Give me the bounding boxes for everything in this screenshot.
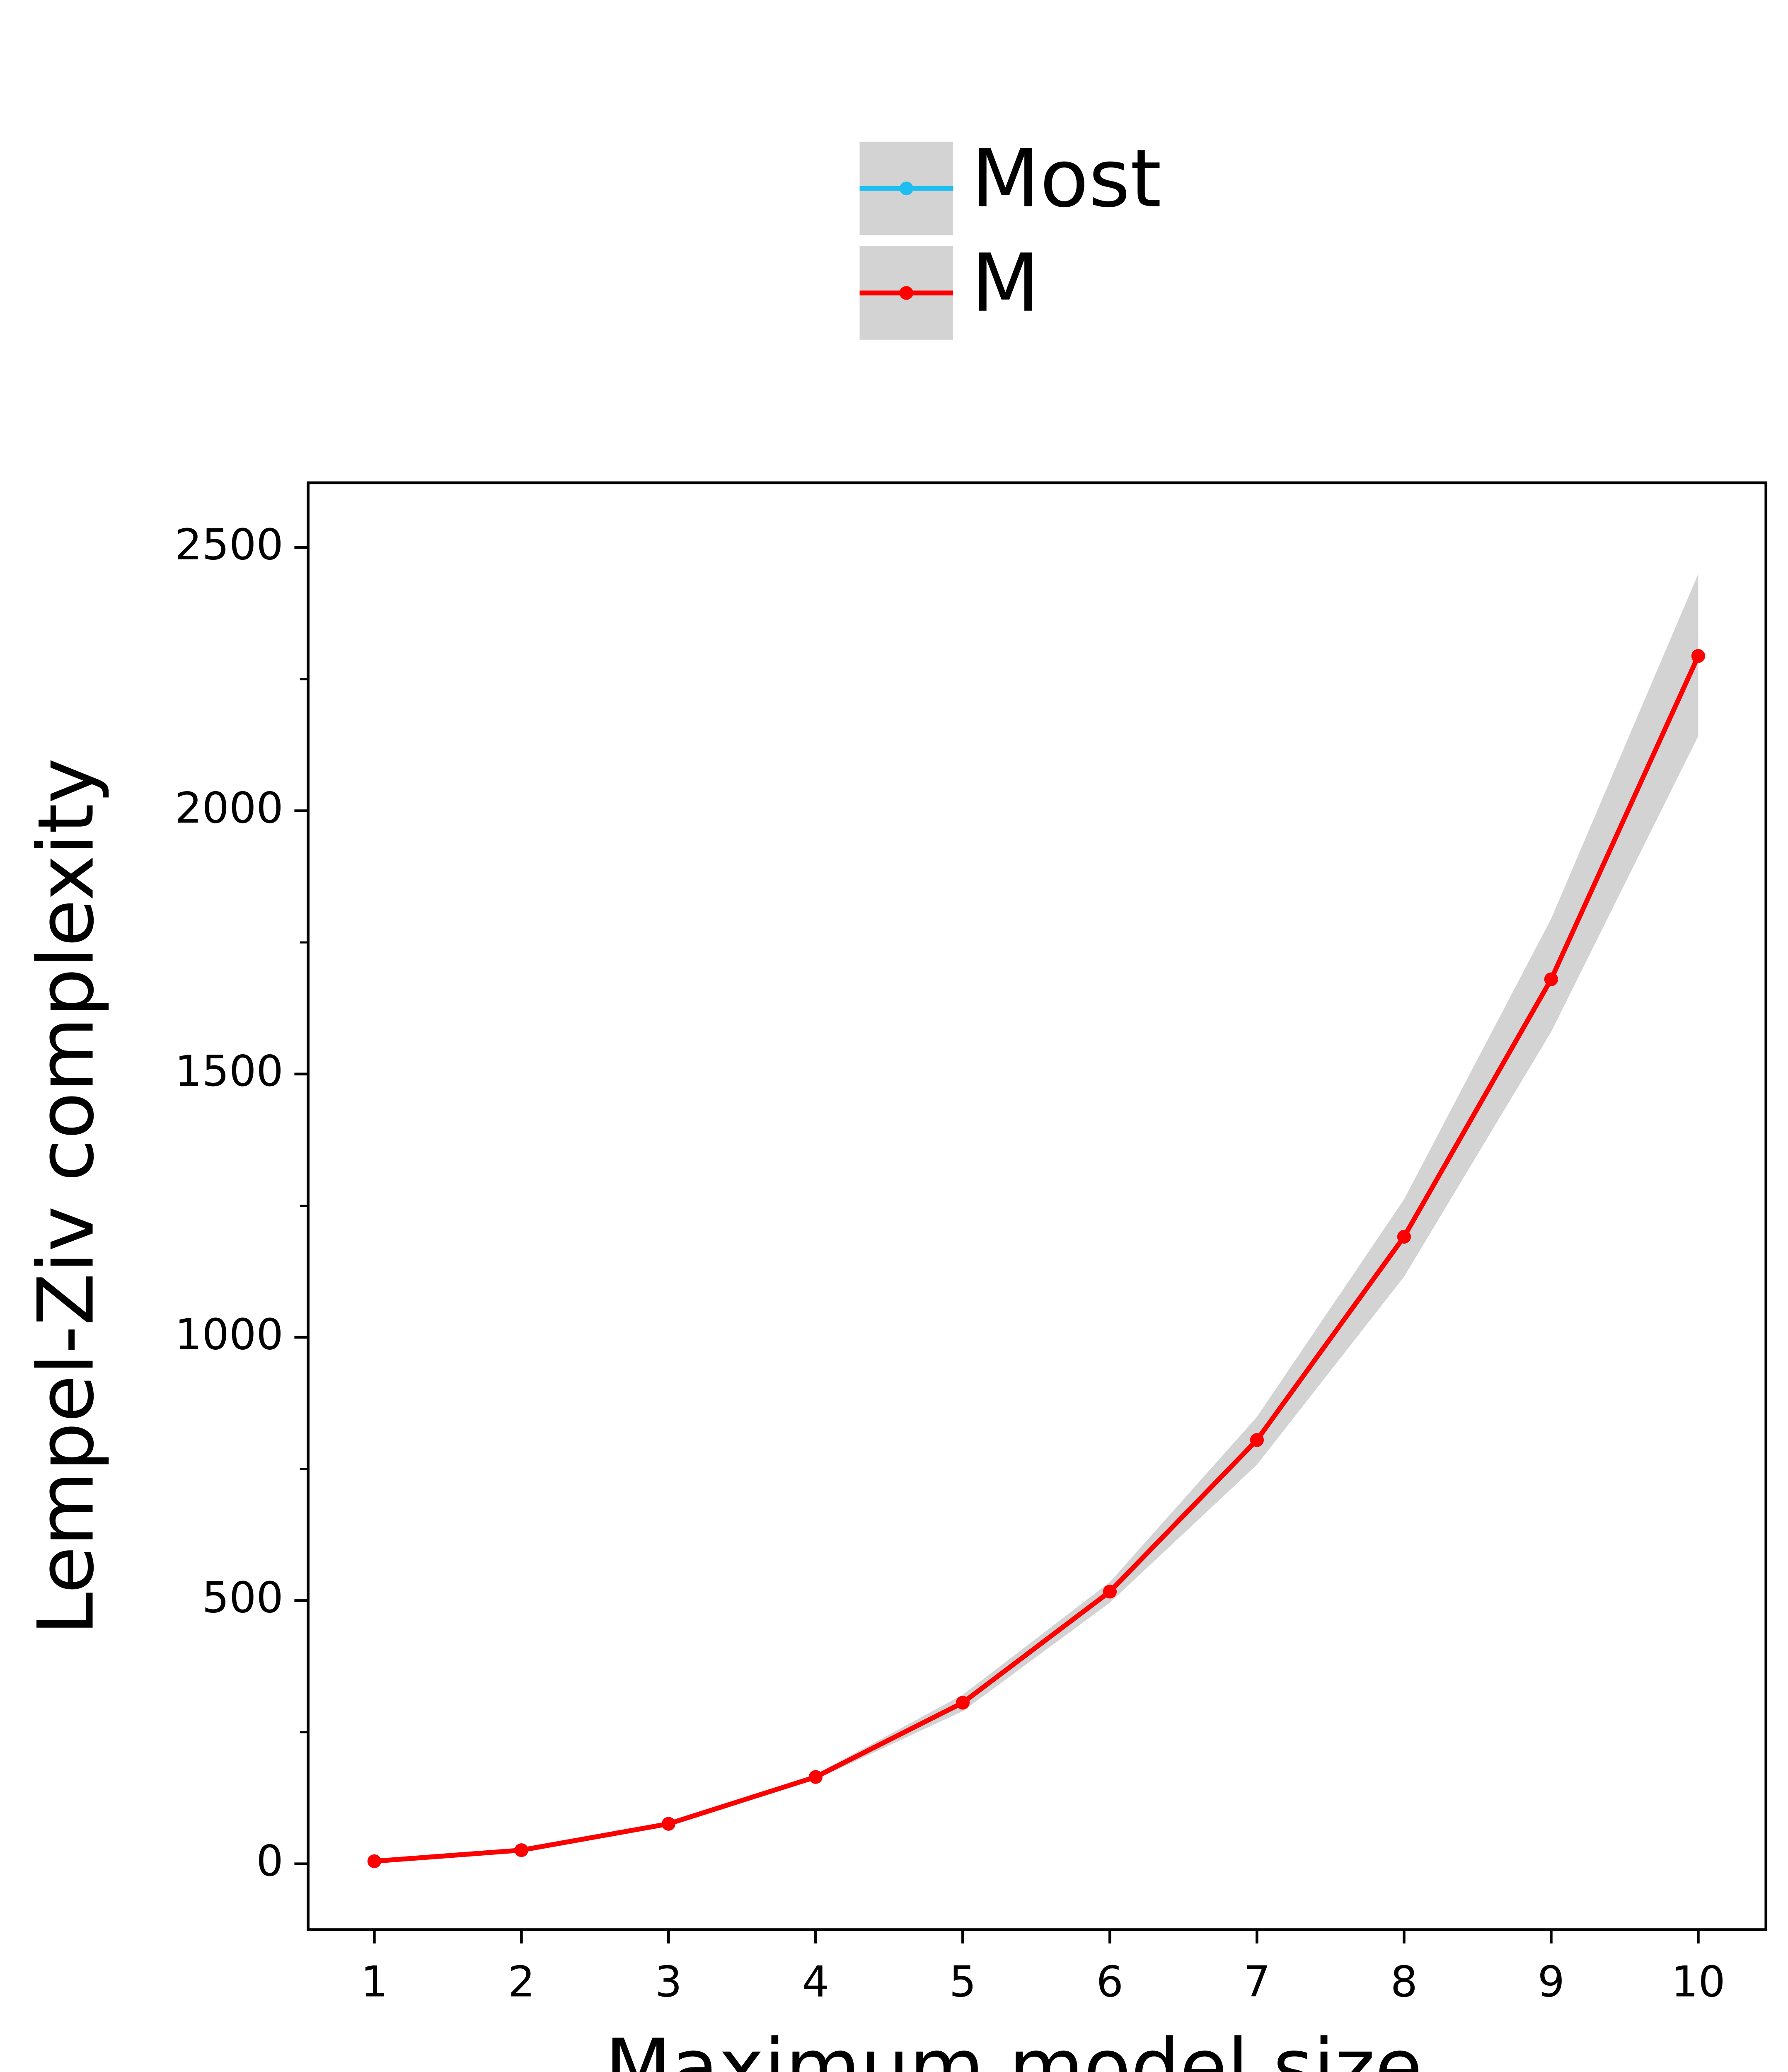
point (808, 1770, 823, 1784)
y-tick-label: 500 (202, 1573, 283, 1623)
x-tick-label: 5 (949, 1958, 976, 2007)
line (374, 655, 1701, 1864)
legend-label: Most (971, 132, 1161, 225)
line (374, 655, 1701, 1864)
y-tick-label: 1000 (175, 1310, 283, 1359)
point (956, 1696, 970, 1710)
y-tick-label: 0 (256, 1837, 283, 1886)
y-tick-label: 1500 (175, 1047, 283, 1096)
y-tick-label: 2500 (175, 520, 283, 570)
confidence-band (374, 574, 1698, 1861)
point (1691, 649, 1706, 663)
legend-marker (899, 286, 913, 300)
x-tick-label: 4 (802, 1958, 829, 2007)
point (514, 1843, 528, 1857)
point (1103, 1585, 1117, 1599)
x-tick-label: 9 (1538, 1958, 1565, 2007)
x-axis-label: Maximum model size (605, 2022, 1423, 2072)
point (1544, 972, 1558, 986)
x-tick-label: 6 (1096, 1958, 1123, 2007)
x-tick-label: 10 (1671, 1958, 1725, 2007)
plot-frame (307, 481, 1768, 1931)
y-tick-label: 2000 (175, 784, 283, 833)
point (1397, 1230, 1411, 1244)
x-tick-label: 3 (655, 1958, 682, 2007)
point (661, 1817, 675, 1831)
legend-marker (899, 182, 913, 196)
x-tick-label: 8 (1391, 1958, 1418, 2007)
point (1250, 1433, 1264, 1447)
point (367, 1854, 381, 1868)
x-tick-label: 1 (361, 1958, 388, 2007)
x-tick-label: 2 (508, 1958, 535, 2007)
y-axis-label: Lempel-Ziv complexity (21, 758, 111, 1635)
legend-label: M (971, 237, 1040, 330)
x-tick-label: 7 (1244, 1958, 1270, 2007)
